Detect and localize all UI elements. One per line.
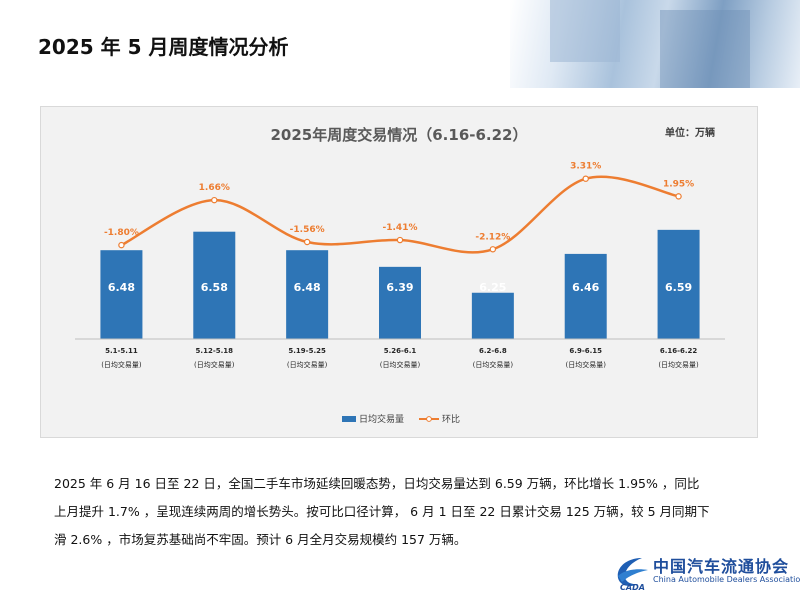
bar: [471, 292, 514, 339]
mom-data-label: -1.80%: [104, 228, 139, 238]
x-tick-sublabel: (日均交易量): [194, 360, 235, 369]
x-tick-sublabel: (日均交易量): [658, 360, 699, 369]
bar-value-label: 6.59: [665, 281, 692, 294]
x-tick-sublabel: (日均交易量): [473, 360, 514, 369]
mom-point: [582, 175, 589, 182]
photo-block: [660, 10, 750, 88]
legend-bar-swatch: [342, 416, 356, 422]
association-logo: CADA 中国汽车流通协会 China Automobile Dealers A…: [610, 550, 800, 596]
bar: [286, 250, 329, 339]
bar: [564, 253, 607, 339]
bar-value-label: 6.46: [572, 281, 599, 294]
logo-cn-text: 中国汽车流通协会: [653, 557, 790, 576]
bar: [100, 250, 143, 339]
mom-point: [303, 238, 311, 246]
bar-value-label: 6.48: [294, 281, 321, 294]
bar: [657, 229, 700, 339]
mom-data-label: 3.31%: [570, 162, 601, 172]
x-tick-label: 6.16-6.22: [660, 347, 698, 355]
page-title: 2025 年 5 月周度情况分析: [38, 35, 289, 59]
mom-point: [489, 246, 497, 253]
unit-label: 单位：万辆: [665, 128, 715, 139]
x-tick-label: 5.26-6.1: [384, 347, 417, 355]
cada-logo-icon: CADA: [617, 558, 648, 592]
mom-data-label: -1.56%: [290, 225, 325, 235]
chart-title: 2025年周度交易情况（6.16-6.22）: [270, 126, 528, 144]
x-tick-sublabel: (日均交易量): [101, 360, 142, 369]
logo-mark-text: CADA: [620, 583, 645, 592]
bar-value-label: 6.39: [386, 281, 413, 294]
chart-panel: 6.48 6.58 6.48 6.39 6.25 6.46 6.59 5.1-5.11 (日均交…: [40, 106, 758, 438]
bar-value-label: 6.25: [479, 281, 506, 294]
paragraph-line: 2025 年 6 月 16 日至 22 日，全国二手车市场延续回暖态势，日均交易…: [54, 476, 700, 491]
bar: [379, 266, 421, 339]
bar: [193, 231, 236, 339]
paragraph-line: 滑 2.6% ，市场复苏基础尚不牢固。预计 6 月全月交易规模约 157 万辆。: [54, 532, 467, 547]
x-tick-sublabel: (日均交易量): [565, 360, 606, 369]
photo-block: [550, 0, 620, 62]
x-tick-label: 6.2-6.8: [479, 347, 507, 355]
mom-point: [675, 193, 682, 200]
header: 2025 年 5 月周度情况分析: [0, 0, 800, 88]
x-tick-label: 5.1-5.11: [105, 347, 138, 355]
bar-value-label: 6.58: [201, 281, 228, 294]
mom-data-label: 1.95%: [663, 179, 694, 189]
paragraph-line: 上月提升 1.7% ，呈现连续两周的增长势头。按可比口径计算， 6 月 1 日至…: [54, 504, 710, 519]
mom-data-label: -1.41%: [383, 223, 418, 233]
mom-point: [396, 236, 404, 244]
mom-point: [118, 241, 125, 249]
x-tick-label: 5.19-5.25: [288, 347, 326, 355]
mom-point: [211, 196, 218, 204]
analysis-paragraph: 2025 年 6 月 16 日至 22 日，全国二手车市场延续回暖态势，日均交易…: [54, 470, 754, 554]
x-tick-sublabel: (日均交易量): [287, 360, 328, 369]
header-photo: [510, 0, 800, 88]
mom-data-label: 1.66%: [199, 183, 230, 193]
x-tick-sublabel: (日均交易量): [380, 360, 421, 369]
mom-data-label: -2.12%: [475, 232, 510, 242]
weekly-trade-chart: 6.48 6.58 6.48 6.39 6.25 6.46 6.59 5.1-5.11 (日均交…: [75, 162, 725, 425]
bar-value-label: 6.48: [108, 281, 135, 294]
legend-line-marker: [426, 416, 432, 422]
legend-bar-label: 日均交易量: [359, 413, 404, 425]
x-tick-label: 5.12-5.18: [196, 347, 234, 355]
logo-en-text: China Automobile Dealers Association: [653, 575, 800, 584]
legend-line-label: 环比: [442, 413, 460, 425]
x-tick-label: 6.9-6.15: [569, 347, 602, 355]
